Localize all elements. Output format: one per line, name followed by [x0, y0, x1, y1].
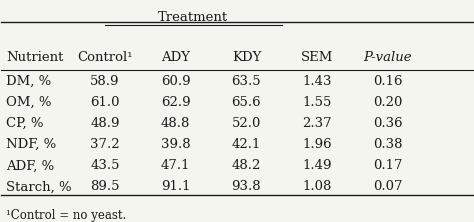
Text: 0.16: 0.16 — [373, 75, 402, 87]
Text: 52.0: 52.0 — [232, 117, 261, 130]
Text: Starch, %: Starch, % — [6, 180, 72, 193]
Text: 89.5: 89.5 — [91, 180, 120, 193]
Text: KDY: KDY — [232, 52, 261, 64]
Text: 48.8: 48.8 — [161, 117, 191, 130]
Text: 0.36: 0.36 — [373, 117, 402, 130]
Text: 1.96: 1.96 — [302, 138, 332, 151]
Text: 91.1: 91.1 — [161, 180, 191, 193]
Text: 65.6: 65.6 — [232, 96, 261, 109]
Text: 47.1: 47.1 — [161, 159, 191, 172]
Text: 39.8: 39.8 — [161, 138, 191, 151]
Text: CP, %: CP, % — [6, 117, 44, 130]
Text: Treatment: Treatment — [158, 11, 228, 24]
Text: 1.43: 1.43 — [302, 75, 332, 87]
Text: 37.2: 37.2 — [90, 138, 120, 151]
Text: 0.38: 0.38 — [373, 138, 402, 151]
Text: 60.9: 60.9 — [161, 75, 191, 87]
Text: NDF, %: NDF, % — [6, 138, 56, 151]
Text: 2.37: 2.37 — [302, 117, 332, 130]
Text: 1.08: 1.08 — [302, 180, 332, 193]
Text: 61.0: 61.0 — [91, 96, 120, 109]
Text: 0.17: 0.17 — [373, 159, 402, 172]
Text: ADY: ADY — [161, 52, 190, 64]
Text: ¹Control = no yeast.: ¹Control = no yeast. — [6, 209, 127, 222]
Text: 1.49: 1.49 — [302, 159, 332, 172]
Text: Control¹: Control¹ — [77, 52, 133, 64]
Text: P-value: P-value — [364, 52, 412, 64]
Text: 93.8: 93.8 — [232, 180, 261, 193]
Text: 63.5: 63.5 — [232, 75, 261, 87]
Text: SEM: SEM — [301, 52, 333, 64]
Text: 0.07: 0.07 — [373, 180, 402, 193]
Text: 48.9: 48.9 — [91, 117, 120, 130]
Text: 0.20: 0.20 — [373, 96, 402, 109]
Text: 48.2: 48.2 — [232, 159, 261, 172]
Text: 43.5: 43.5 — [91, 159, 120, 172]
Text: 58.9: 58.9 — [91, 75, 120, 87]
Text: OM, %: OM, % — [6, 96, 52, 109]
Text: Nutrient: Nutrient — [6, 52, 64, 64]
Text: ADF, %: ADF, % — [6, 159, 55, 172]
Text: 42.1: 42.1 — [232, 138, 261, 151]
Text: 62.9: 62.9 — [161, 96, 191, 109]
Text: 1.55: 1.55 — [302, 96, 332, 109]
Text: DM, %: DM, % — [6, 75, 51, 87]
